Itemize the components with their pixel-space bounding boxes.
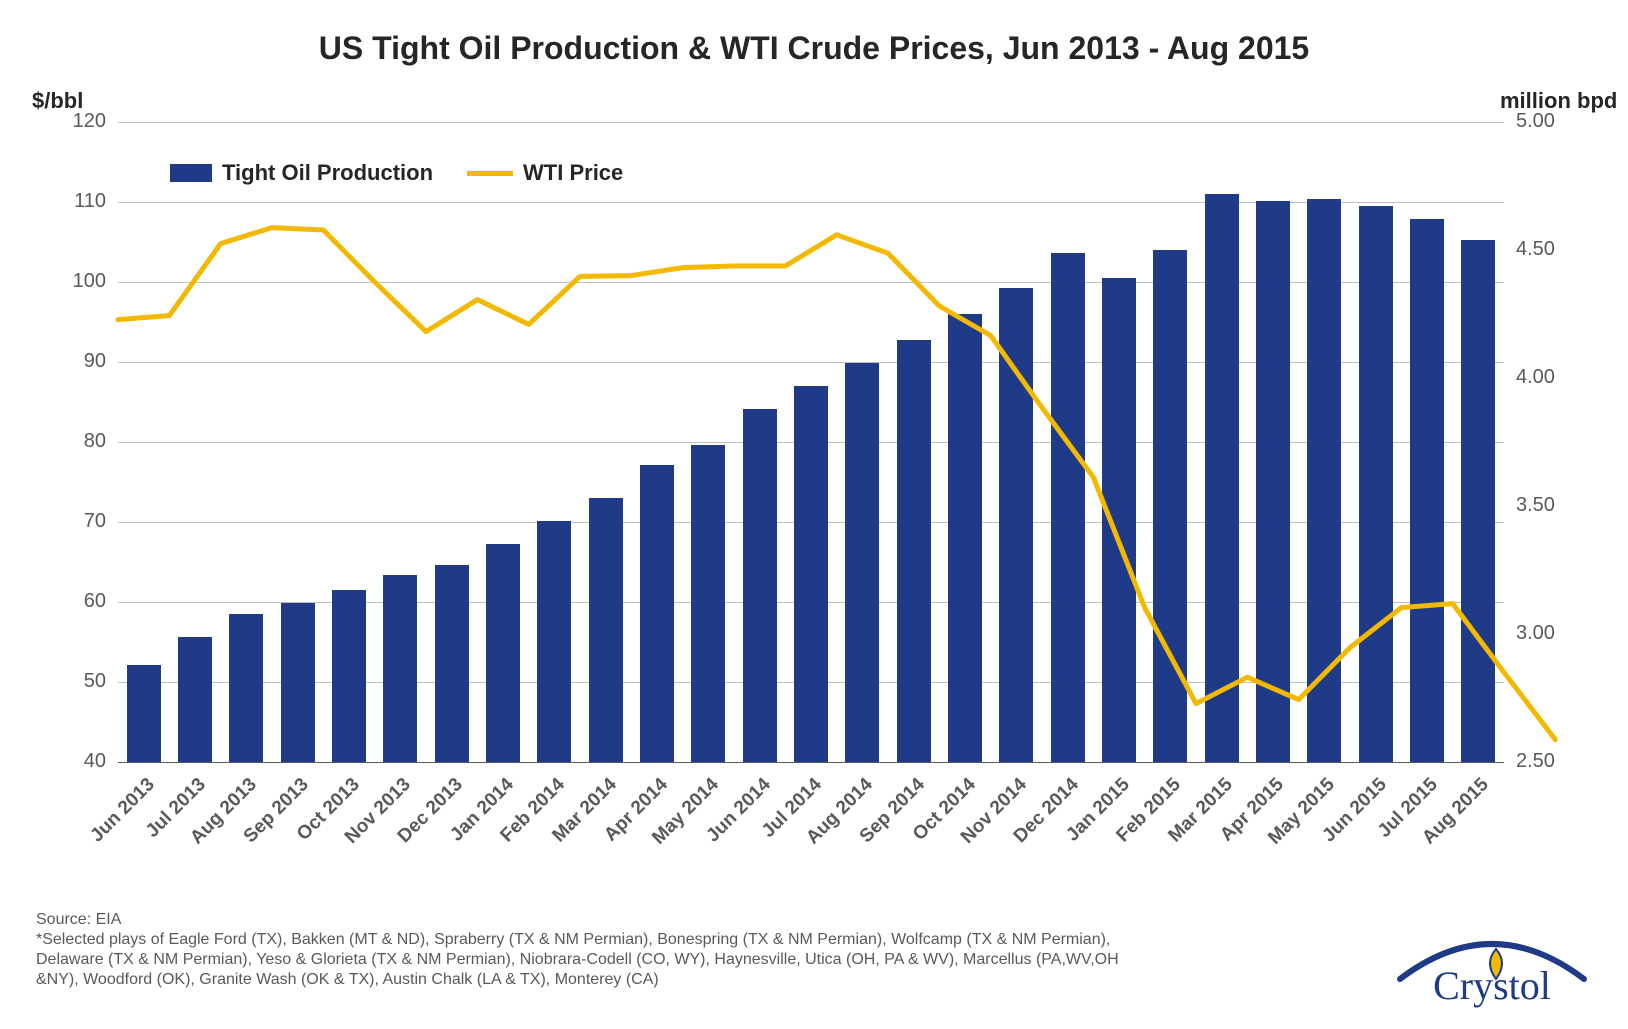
- bar: [1051, 253, 1085, 762]
- bar: [229, 614, 263, 762]
- gridline: [118, 362, 1504, 363]
- bar: [1359, 206, 1393, 762]
- y-left-tick: 40: [46, 750, 106, 773]
- y-left-tick: 80: [46, 430, 106, 453]
- y-right-tick: 3.00: [1516, 622, 1555, 645]
- bar: [383, 575, 417, 762]
- y-right-tick: 4.00: [1516, 366, 1555, 389]
- footnote-line: Source: EIA: [36, 910, 1368, 930]
- x-axis-line: [118, 762, 1504, 763]
- gridline: [118, 202, 1504, 203]
- bar: [845, 363, 879, 762]
- bar: [1153, 250, 1187, 762]
- bar: [794, 386, 828, 762]
- legend-swatch: [170, 164, 212, 182]
- bar: [127, 665, 161, 762]
- crystol-logo: Crystol: [1382, 919, 1602, 1009]
- bar: [332, 590, 366, 762]
- bar: [999, 288, 1033, 762]
- footnote-line: Delaware (TX & NM Permian), Yeso & Glori…: [36, 950, 1368, 970]
- bar: [640, 465, 674, 762]
- legend: Tight Oil Production WTI Price: [170, 160, 623, 186]
- footnote-line: *Selected plays of Eagle Ford (TX), Bakk…: [36, 930, 1368, 950]
- legend-label: Tight Oil Production: [222, 160, 433, 186]
- legend-swatch: [467, 171, 513, 176]
- bar: [743, 409, 777, 762]
- y-left-tick: 120: [46, 110, 106, 133]
- bar: [486, 544, 520, 762]
- footnotes: Source: EIA*Selected plays of Eagle Ford…: [36, 910, 1368, 990]
- bar: [1410, 219, 1444, 762]
- chart-title: US Tight Oil Production & WTI Crude Pric…: [0, 30, 1628, 67]
- bar: [178, 637, 212, 762]
- bar: [1256, 201, 1290, 762]
- bar: [589, 498, 623, 762]
- y-right-tick: 3.50: [1516, 494, 1555, 517]
- legend-item: WTI Price: [467, 160, 623, 186]
- bar: [1205, 194, 1239, 762]
- legend-item: Tight Oil Production: [170, 160, 433, 186]
- y-right-tick: 4.50: [1516, 238, 1555, 261]
- footnote-line: &NY), Woodford (OK), Granite Wash (OK & …: [36, 970, 1368, 990]
- logo-text: Crystol: [1433, 963, 1551, 1008]
- bar: [281, 603, 315, 762]
- bar: [897, 340, 931, 762]
- bar: [948, 314, 982, 762]
- y-left-tick: 60: [46, 590, 106, 613]
- gridline: [118, 122, 1504, 123]
- bar: [537, 521, 571, 762]
- gridline: [118, 282, 1504, 283]
- plot-area: 4050607080901001101202.503.003.504.004.5…: [118, 122, 1504, 762]
- y-right-tick: 5.00: [1516, 110, 1555, 133]
- bar: [1461, 240, 1495, 762]
- y-left-tick: 50: [46, 670, 106, 693]
- bar: [1307, 199, 1341, 762]
- bar: [1102, 278, 1136, 762]
- y-left-tick: 90: [46, 350, 106, 373]
- y-left-tick: 110: [46, 190, 106, 213]
- y-left-tick: 100: [46, 270, 106, 293]
- legend-label: WTI Price: [523, 160, 623, 186]
- bar: [691, 445, 725, 762]
- bar: [435, 565, 469, 762]
- y-left-tick: 70: [46, 510, 106, 533]
- y-right-tick: 2.50: [1516, 750, 1555, 773]
